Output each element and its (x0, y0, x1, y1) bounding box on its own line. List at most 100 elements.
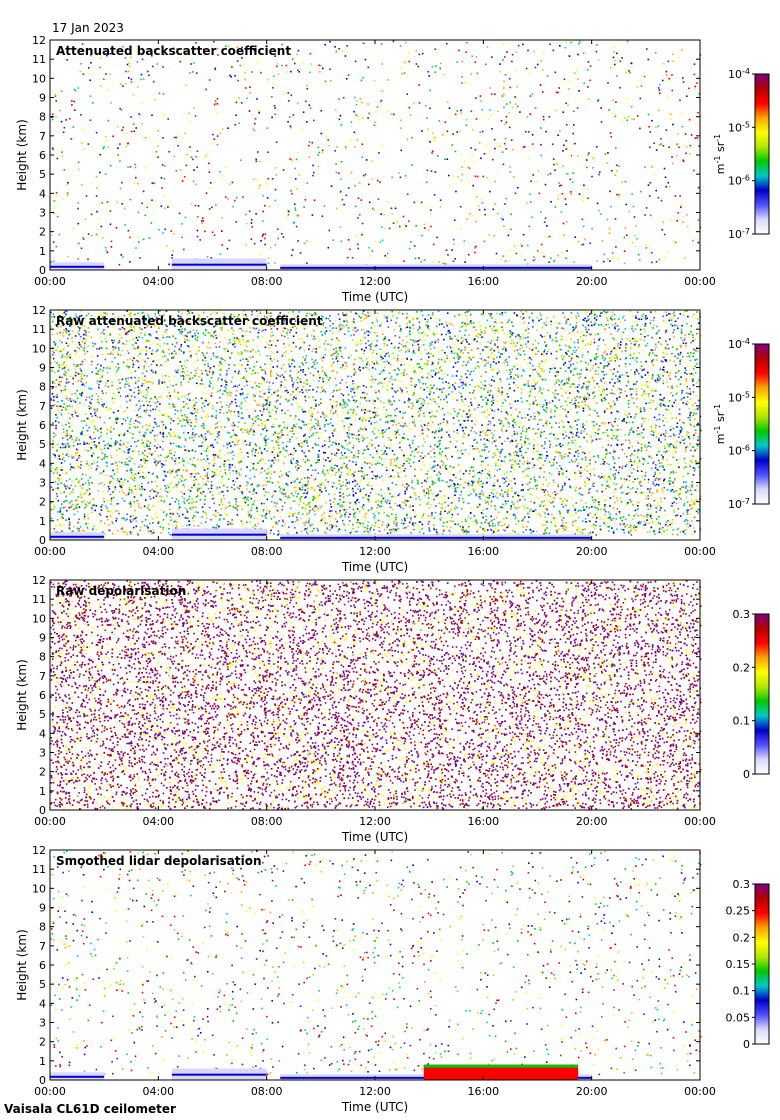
speckle-point (185, 177, 188, 180)
speckle-point (363, 449, 365, 451)
speckle-point (236, 434, 238, 437)
speckle-point (488, 494, 491, 497)
speckle-point (206, 474, 208, 476)
speckle-point (552, 364, 555, 366)
speckle-point (611, 311, 614, 314)
speckle-point (670, 392, 672, 394)
speckle-point (272, 526, 274, 528)
speckle-point (486, 46, 489, 48)
speckle-point (411, 487, 413, 489)
speckle-point (175, 170, 178, 172)
speckle-point (382, 453, 384, 456)
speckle-point (301, 488, 304, 491)
speckle-point (446, 354, 448, 357)
speckle-point (327, 318, 330, 320)
speckle-point (98, 482, 101, 485)
speckle-point (342, 96, 345, 99)
speckle-point (161, 164, 164, 166)
speckle-point (431, 363, 433, 366)
speckle-point (141, 58, 144, 61)
speckle-point (416, 448, 419, 450)
speckle-point (139, 526, 142, 529)
speckle-point (491, 128, 493, 130)
speckle-point (689, 414, 691, 416)
speckle-point (237, 372, 240, 375)
speckle-point (437, 464, 439, 466)
speckle-point (429, 415, 432, 418)
speckle-point (291, 378, 293, 381)
speckle-point (536, 497, 538, 499)
speckle-point (480, 492, 482, 495)
speckle-point (568, 461, 571, 464)
speckle-point (154, 421, 156, 424)
speckle-point (281, 233, 283, 235)
speckle-point (329, 40, 331, 43)
speckle-point (61, 151, 63, 153)
speckle-point (195, 156, 197, 158)
speckle-point (60, 90, 63, 92)
speckle-point (56, 157, 59, 160)
speckle-point (686, 225, 689, 228)
speckle-point (575, 472, 577, 475)
speckle-point (177, 144, 179, 147)
speckle-point (427, 422, 430, 425)
speckle-point (244, 367, 247, 370)
speckle-point (545, 479, 547, 481)
speckle-point (352, 481, 354, 483)
speckle-point (233, 315, 236, 318)
speckle-point (468, 343, 470, 345)
speckle-point (698, 93, 701, 95)
speckle-point (199, 445, 201, 447)
speckle-point (316, 461, 319, 463)
speckle-point (162, 336, 164, 339)
speckle-point (246, 396, 248, 399)
speckle-point (515, 423, 518, 426)
speckle-point (89, 79, 91, 82)
speckle-point (630, 369, 632, 371)
speckle-point (384, 431, 386, 433)
speckle-point (367, 521, 370, 523)
speckle-point (415, 63, 418, 65)
speckle-point (567, 443, 569, 445)
speckle-point (433, 465, 435, 468)
speckle-point (426, 473, 428, 475)
speckle-point (176, 525, 179, 528)
speckle-point (66, 183, 69, 186)
speckle-point (507, 421, 510, 424)
speckle-point (291, 377, 293, 379)
speckle-point (653, 475, 655, 478)
y-tick-label: 9 (39, 92, 46, 105)
speckle-point (103, 328, 105, 331)
speckle-point (493, 138, 496, 141)
speckle-point (408, 60, 410, 63)
speckle-point (696, 137, 699, 139)
speckle-point (130, 81, 133, 83)
speckle-point (390, 207, 393, 210)
speckle-point (335, 452, 338, 454)
speckle-point (651, 119, 653, 122)
speckle-point (261, 235, 264, 237)
speckle-point (280, 430, 282, 433)
speckle-point (338, 528, 341, 530)
speckle-point (370, 526, 372, 529)
speckle-point (534, 66, 537, 69)
speckle-point (645, 384, 648, 386)
speckle-point (181, 458, 184, 460)
speckle-point (158, 228, 160, 231)
speckle-point (461, 341, 463, 343)
speckle-point (357, 243, 359, 246)
speckle-point (619, 512, 621, 515)
speckle-point (253, 242, 256, 245)
speckle-point (313, 487, 315, 490)
speckle-point (484, 432, 487, 434)
speckle-point (251, 313, 253, 316)
speckle-point (124, 57, 127, 59)
speckle-point (422, 404, 424, 407)
speckle-point (697, 111, 699, 114)
speckle-point (259, 353, 261, 356)
speckle-point (514, 440, 516, 442)
speckle-point (186, 403, 188, 405)
speckle-point (546, 423, 549, 425)
speckle-point (262, 458, 264, 461)
speckle-point (660, 143, 662, 145)
